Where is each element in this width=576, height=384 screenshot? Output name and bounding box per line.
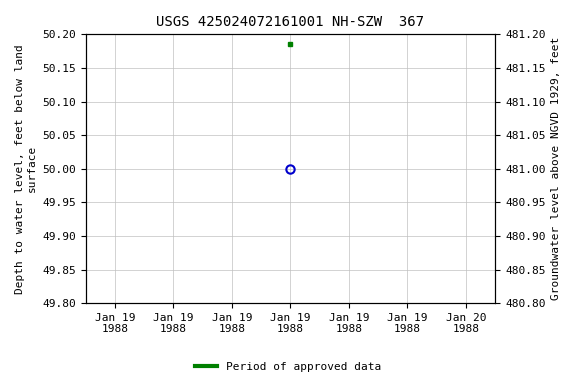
Title: USGS 425024072161001 NH-SZW  367: USGS 425024072161001 NH-SZW 367 bbox=[157, 15, 425, 29]
Y-axis label: Groundwater level above NGVD 1929, feet: Groundwater level above NGVD 1929, feet bbox=[551, 37, 561, 300]
Y-axis label: Depth to water level, feet below land
surface: Depth to water level, feet below land su… bbox=[15, 44, 37, 294]
Legend: Period of approved data: Period of approved data bbox=[191, 358, 385, 377]
